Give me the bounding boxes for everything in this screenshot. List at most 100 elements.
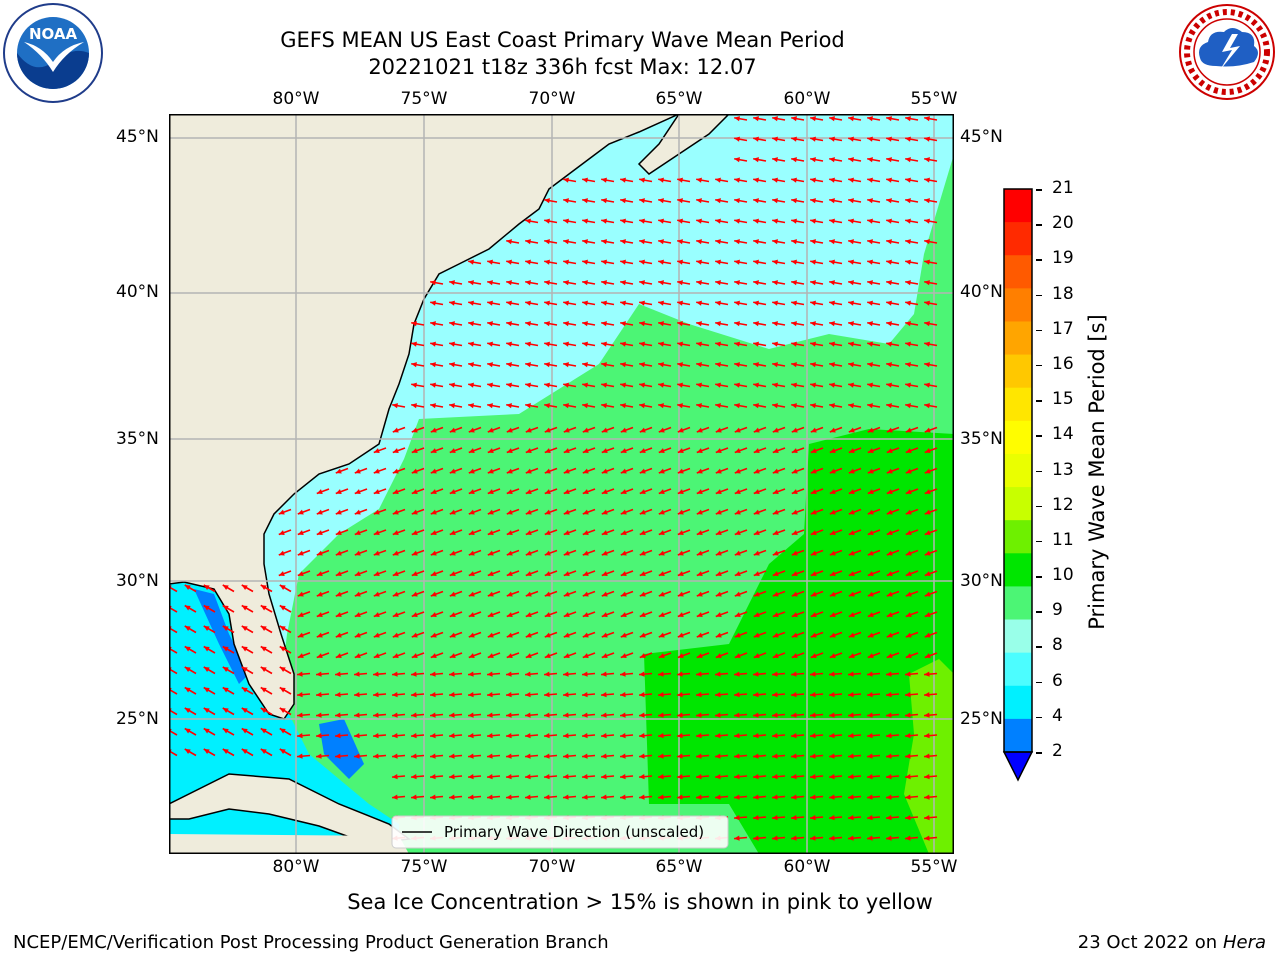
wave-arrow-head [772,136,778,142]
wave-arrow-head [715,591,722,597]
wave-arrow-head [867,794,873,800]
wave-arrow-head [468,341,474,347]
wave-arrow-head [544,448,551,454]
wave-arrow-head [582,794,588,800]
wave-arrow-head [848,712,854,718]
wave-arrow-head [601,382,607,388]
wave-arrow-head [582,239,588,245]
wave-arrow-head [734,794,740,800]
wave-arrow-head [620,692,626,698]
wave-arrow-head [449,468,456,474]
wave-arrow-head [430,300,436,306]
wave-arrow-head [677,612,684,618]
wave-arrow-head [924,530,931,536]
colorbar-band [1004,453,1032,488]
wave-arrow-head [696,612,703,618]
wave-arrow-head [772,692,778,698]
wave-arrow-head [487,632,494,638]
wave-arrow-head [677,382,683,388]
wave-arrow-head [620,218,626,224]
wave-arrow-head [734,653,741,659]
wave-arrow-head [411,612,418,618]
wave-arrow-head [601,774,607,780]
wave-arrow-head [430,321,436,327]
wave-arrow-head [715,612,722,618]
wave-arrow-head [620,341,626,347]
wave-arrow-head [829,116,835,122]
wave-arrow-head [791,239,797,245]
wave-arrow-head [487,753,493,759]
wave-arrow-head [810,712,816,718]
wave-arrow-head [734,157,740,163]
wave-arrow-head [772,489,779,495]
wave-arrow-head [222,605,229,611]
wave-arrow-head [867,653,874,659]
wave-arrow-head [639,591,646,597]
wave-arrow-head [620,612,627,618]
wave-arrow-head [905,671,911,677]
colorbar-tick-label: 9 [1052,600,1063,621]
wave-arrow-head [829,692,835,698]
wave-arrow-shaft [169,647,178,654]
wave-arrow-head [810,280,816,286]
wave-arrow-head [924,116,930,122]
wave-arrow-head [696,177,702,183]
wave-arrow-head [924,653,931,659]
wave-arrow-head [791,177,797,183]
wave-arrow-head [867,774,873,780]
wave-arrow-head [639,218,645,224]
wave-arrow-head [924,218,930,224]
wave-arrow-head [430,733,436,739]
wave-arrow-head [392,612,399,618]
wave-arrow-head [658,259,664,265]
wave-arrow-head [791,733,797,739]
wave-arrow-head [905,632,912,638]
wave-arrow-head [563,509,570,515]
wave-arrow-head [639,671,645,677]
wave-arrow-head [544,509,551,515]
wave-arrow-head [791,218,797,224]
wave-arrow-head [449,571,456,577]
wave-arrow-head [715,632,722,638]
wave-arrow-head [886,591,893,597]
wave-arrow-head [772,259,778,265]
wave-arrow-head [563,692,569,698]
wave-arrow-head [848,198,854,204]
wave-arrow-head [544,280,550,286]
wave-arrow-head [297,509,304,515]
wave-arrow-head [506,382,512,388]
wave-arrow-head [487,489,494,495]
wave-arrow-head [696,591,703,597]
wave-arrow-head [848,362,854,368]
wave-arrow-head [829,774,835,780]
wave-arrow-head [924,794,930,800]
colorbar-band [1004,652,1032,687]
wave-arrow-head [601,612,608,618]
wave-arrow-head [411,632,418,638]
wave-arrow-head [905,157,911,163]
wave-arrow-head [544,530,551,536]
wave-arrow-head [791,794,797,800]
wave-arrow-head [203,626,210,631]
wave-arrow-head [734,815,740,821]
wave-arrow-shaft [169,688,178,695]
wave-arrow-head [335,671,341,677]
wave-arrow-head [867,321,873,327]
wave-arrow-head [506,612,513,618]
wave-arrow-head [222,749,229,754]
wave-arrow-head [734,550,741,556]
wave-arrow-head [791,300,797,306]
wave-arrow-head [411,382,417,388]
wave-arrow-head [241,646,248,652]
wave-arrow-head [582,571,589,577]
wave-arrow-head [639,362,645,368]
wave-arrow-head [715,218,721,224]
wave-arrow-head [753,712,759,718]
wave-arrow-head [525,653,532,659]
wave-arrow-head [563,794,569,800]
wave-arrow-head [563,362,569,368]
wave-arrow-head [677,280,683,286]
wave-arrow-head [279,687,286,693]
wave-arrow-head [563,550,570,556]
lon-label-top-80w: 80°W [272,89,320,109]
